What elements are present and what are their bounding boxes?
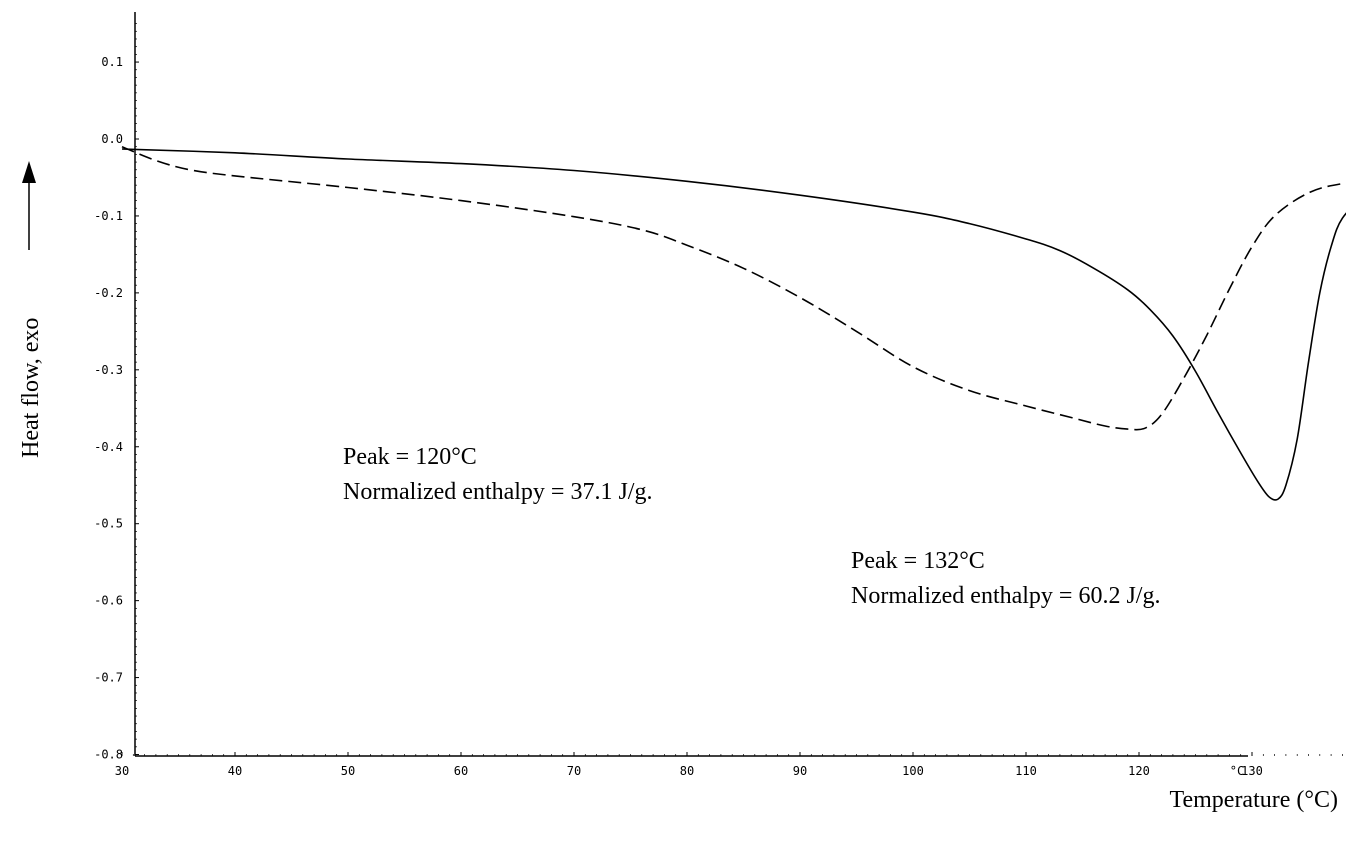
y-axis-arrow-icon	[22, 161, 36, 183]
axes	[135, 12, 1248, 756]
x-tick-label: 60	[454, 764, 468, 778]
y-tick-labels: 0.1 0.0 -0.1 -0.2 -0.3 -0.4 -0.5 -0.6 -0.7 -0.8	[94, 55, 139, 761]
x-tick-label: 50	[341, 764, 355, 778]
x-tick-label: 90	[793, 764, 807, 778]
x-tick-label: 30	[115, 764, 129, 778]
y-tick-label: -0.4	[94, 440, 123, 454]
annotation-line: Peak = 120°C	[343, 444, 477, 470]
y-tick-label: 0.1	[101, 55, 123, 69]
annotation-line: Normalized enthalpy = 60.2 J/g.	[851, 583, 1160, 609]
x-tick-label: 40	[228, 764, 242, 778]
y-tick-label: -0.8	[94, 748, 123, 762]
series-line-solid	[122, 149, 1346, 500]
series-group	[122, 147, 1346, 500]
x-tick-label: 130	[1241, 764, 1263, 778]
x-axis-title: Temperature (°C)	[1169, 787, 1338, 813]
annotation-line: Normalized enthalpy = 37.1 J/g.	[343, 479, 652, 505]
x-tick-label: 100	[902, 764, 924, 778]
annotation-solid-peak: Peak = 132°C Normalized enthalpy = 60.2 …	[851, 548, 1160, 609]
y-axis-title: Heat flow, exo	[18, 318, 44, 458]
y-axis-title-group: Heat flow, exo	[18, 161, 44, 458]
y-tick-label: -0.6	[94, 594, 123, 608]
x-tick-label: 70	[567, 764, 581, 778]
annotation-dashed-peak: Peak = 120°C Normalized enthalpy = 37.1 …	[343, 444, 652, 505]
annotation-line: Peak = 132°C	[851, 548, 985, 574]
series-line-dashed	[122, 147, 1346, 430]
x-tick-label: 80	[680, 764, 694, 778]
y-tick-label: -0.3	[94, 363, 123, 377]
x-tick-label: 120	[1128, 764, 1150, 778]
y-tick-label: -0.5	[94, 517, 123, 531]
y-tick-label: -0.1	[94, 209, 123, 223]
y-tick-label: -0.7	[94, 671, 123, 685]
y-tick-label: -0.2	[94, 286, 123, 300]
x-tick-label: 110	[1015, 764, 1037, 778]
y-tick-label: 0.0	[101, 132, 123, 146]
x-unit-label: °C	[1230, 764, 1244, 778]
